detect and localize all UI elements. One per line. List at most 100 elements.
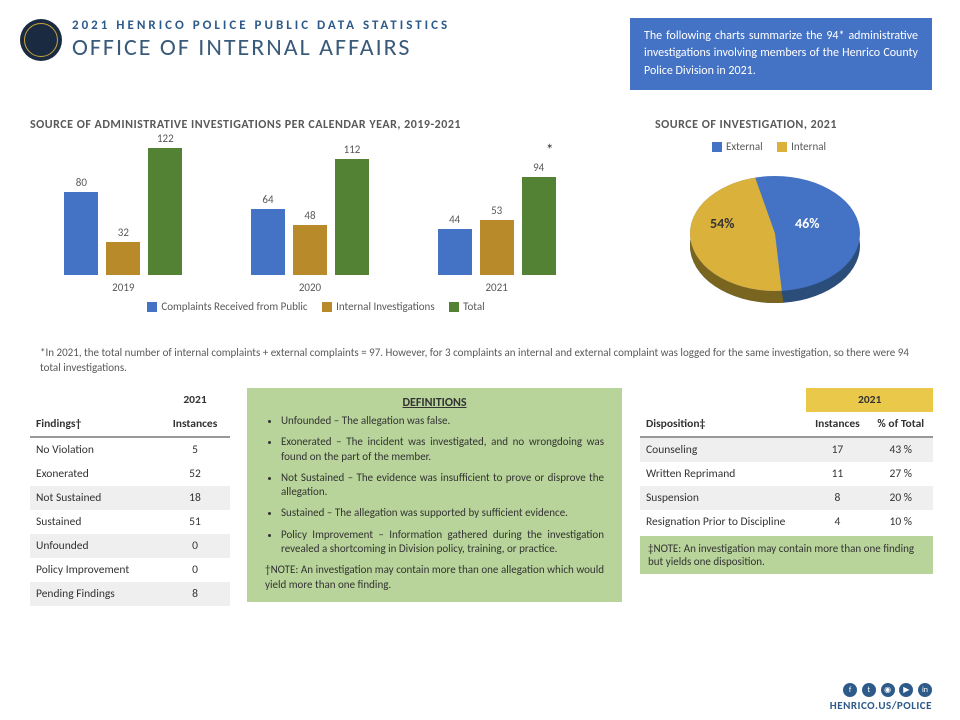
findings-value: 5 xyxy=(160,437,230,462)
bar-asterisk: * xyxy=(546,142,553,160)
findings-value: 51 xyxy=(160,510,230,534)
pie-label-external: 46% xyxy=(795,215,819,232)
findings-label: Pending Findings xyxy=(30,582,160,606)
definitions-note: †NOTE: An investigation may contain more… xyxy=(265,563,604,592)
definition-item: Exonerated – The incident was investigat… xyxy=(281,435,604,464)
legend-label-internal: Internal Investigations xyxy=(336,300,435,313)
table-row: Sustained51 xyxy=(30,510,230,534)
findings-value: 8 xyxy=(160,582,230,606)
bar-label: 48 xyxy=(304,209,315,222)
bar-label: 112 xyxy=(344,143,361,156)
definitions-list: Unfounded – The allegation was false. Exo… xyxy=(265,414,604,556)
disp-instances: 11 xyxy=(806,462,868,486)
bar-label: 44 xyxy=(449,213,460,226)
table-row: Exonerated52 xyxy=(30,462,230,486)
findings-label: Unfounded xyxy=(30,534,160,558)
youtube-icon[interactable]: ▶ xyxy=(899,683,913,697)
findings-value: 52 xyxy=(160,462,230,486)
findings-value: 18 xyxy=(160,486,230,510)
linkedin-icon[interactable]: in xyxy=(918,683,932,697)
bar-label: 32 xyxy=(118,226,129,239)
legend-label-external: External xyxy=(726,140,763,153)
disp-col2: Instances xyxy=(806,412,868,437)
twitter-icon[interactable]: t xyxy=(862,683,876,697)
disposition-year-header: 2021 xyxy=(806,388,933,412)
bar-label: 80 xyxy=(76,176,87,189)
findings-label: Sustained xyxy=(30,510,160,534)
pie-label-internal: 54% xyxy=(710,215,734,232)
summary-box: The following charts summarize the 94* a… xyxy=(630,18,932,90)
bar-label: 94 xyxy=(533,161,544,174)
findings-label: Policy Improvement xyxy=(30,558,160,582)
table-row: Resignation Prior to Discipline410 % xyxy=(640,510,933,534)
table-row: Pending Findings8 xyxy=(30,582,230,606)
disp-instances: 8 xyxy=(806,486,868,510)
header-subtitle: 2021 HENRICO POLICE PUBLIC DATA STATISTI… xyxy=(72,18,450,33)
disp-pct: 27 % xyxy=(869,462,933,486)
table-row: Not Sustained18 xyxy=(30,486,230,510)
bar-year-label: 2021 xyxy=(403,281,590,294)
legend-swatch-total xyxy=(449,302,459,312)
page-footer: f t ◉ ▶ in HENRICO.US/POLICE xyxy=(830,682,932,712)
findings-label: Exonerated xyxy=(30,462,160,486)
disposition-table: 2021 Disposition‡ Instances % of Total C… xyxy=(640,388,933,574)
page-header: 2021 HENRICO POLICE PUBLIC DATA STATISTI… xyxy=(20,18,450,62)
definitions-title: DEFINITIONS xyxy=(265,396,604,410)
table-row: Suspension820 % xyxy=(640,486,933,510)
pie-chart: 46% 54% xyxy=(660,170,890,320)
legend-swatch-public xyxy=(147,302,157,312)
disp-pct: 20 % xyxy=(869,486,933,510)
findings-col1: Findings† xyxy=(30,412,160,437)
findings-table: 2021 Findings† Instances No Violation5Ex… xyxy=(30,388,230,606)
header-title: OFFICE OF INTERNAL AFFAIRS xyxy=(72,33,450,62)
definition-item: Policy Improvement – Information gathere… xyxy=(281,528,604,557)
bar-chart: 80321226448112445394 201920202021 Compla… xyxy=(30,140,590,325)
findings-label: No Violation xyxy=(30,437,160,462)
disp-label: Written Reprimand xyxy=(640,462,806,486)
bar-year-label: 2020 xyxy=(217,281,404,294)
bar-label: 122 xyxy=(157,132,174,145)
bar-public-2020: 64 xyxy=(251,209,285,275)
disp-label: Suspension xyxy=(640,486,806,510)
bar-total-2020: 112 xyxy=(335,159,369,275)
legend-swatch-internal-pie xyxy=(777,142,787,152)
legend-label-internal-pie: Internal xyxy=(791,140,826,153)
findings-value: 0 xyxy=(160,558,230,582)
disp-instances: 4 xyxy=(806,510,868,534)
bar-chart-x-axis: 201920202021 xyxy=(30,275,590,294)
findings-label: Not Sustained xyxy=(30,486,160,510)
findings-year-header: 2021 xyxy=(160,388,230,412)
legend-label-total: Total xyxy=(463,300,485,313)
bar-internal-2020: 48 xyxy=(293,225,327,275)
bar-chart-title: SOURCE OF ADMINISTRATIVE INVESTIGATIONS … xyxy=(30,118,461,132)
bar-chart-footnote: *In 2021, the total number of internal c… xyxy=(40,346,920,376)
bar-total-2019: 122 xyxy=(148,148,182,275)
bar-total-2021: 94 xyxy=(522,177,556,275)
facebook-icon[interactable]: f xyxy=(843,683,857,697)
disp-label: Resignation Prior to Discipline xyxy=(640,510,806,534)
table-row: Written Reprimand1127 % xyxy=(640,462,933,486)
bar-label: 53 xyxy=(491,204,502,217)
definition-item: Not Sustained – The evidence was insuffi… xyxy=(281,471,604,500)
header-text: 2021 HENRICO POLICE PUBLIC DATA STATISTI… xyxy=(72,18,450,62)
instagram-icon[interactable]: ◉ xyxy=(881,683,895,697)
legend-swatch-external xyxy=(712,142,722,152)
findings-value: 0 xyxy=(160,534,230,558)
disp-pct: 43 % xyxy=(869,437,933,462)
bar-public-2021: 44 xyxy=(438,229,472,275)
disp-label: Counseling xyxy=(640,437,806,462)
table-row: No Violation5 xyxy=(30,437,230,462)
disposition-note: ‡NOTE: An investigation may contain more… xyxy=(640,536,933,574)
definition-item: Sustained – The allegation was supported… xyxy=(281,506,604,520)
table-row: Unfounded0 xyxy=(30,534,230,558)
bar-internal-2019: 32 xyxy=(106,242,140,275)
bar-label: 64 xyxy=(262,193,273,206)
disp-instances: 17 xyxy=(806,437,868,462)
footer-url[interactable]: HENRICO.US/POLICE xyxy=(830,699,932,712)
definitions-box: DEFINITIONS Unfounded – The allegation w… xyxy=(247,388,622,602)
legend-label-public: Complaints Received from Public xyxy=(161,300,307,313)
social-icons: f t ◉ ▶ in xyxy=(830,682,932,697)
definition-item: Unfounded – The allegation was false. xyxy=(281,414,604,428)
findings-col2: Instances xyxy=(160,412,230,437)
table-row: Counseling1743 % xyxy=(640,437,933,462)
